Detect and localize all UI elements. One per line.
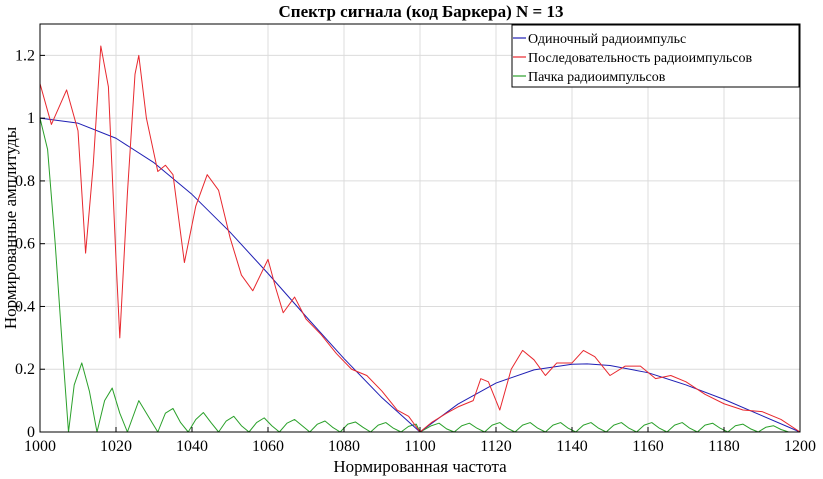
y-tick-label: 0: [27, 424, 35, 441]
legend-entry: Одиночный радиоимпульс: [528, 32, 686, 47]
series-line-3: [39, 118, 800, 433]
x-tick-label: 1040: [176, 438, 208, 455]
legend-entry: Пачка радиоимпульсов: [528, 70, 666, 85]
y-tick-label: 0.4: [15, 298, 35, 315]
x-tick-label: 1160: [632, 438, 663, 455]
x-tick-label: 1000: [24, 438, 56, 455]
y-tick-labels: 0 0.2 0.4 0.6 0.8 1 1.2: [15, 47, 45, 441]
chart-title: Спектр сигнала (код Баркера) N = 13: [279, 2, 564, 21]
x-tick-label: 1060: [252, 438, 284, 455]
series-group: [39, 45, 801, 433]
x-tick-label: 1020: [100, 438, 132, 455]
legend-entry: Последовательность радиоимпульсов: [528, 51, 752, 66]
x-axis-label: Нормированная частота: [333, 457, 507, 476]
series-line-2: [39, 45, 801, 433]
x-tick-label: 1200: [784, 438, 816, 455]
y-tick-label: 0.8: [15, 173, 35, 190]
y-tick-label: 1: [27, 110, 35, 127]
x-tick-label: 1180: [708, 438, 739, 455]
legend-box: [511, 24, 800, 88]
x-tick-label: 1100: [404, 438, 435, 455]
x-tick-labels: 1000 1020 1040 1060 1080 1100 1120 1140 1160 1180…: [24, 427, 816, 455]
grid-lines: [40, 24, 800, 432]
y-axis-label: Нормированные амплитуды: [1, 126, 20, 329]
x-tick-label: 1080: [328, 438, 360, 455]
x-tick-label: 1140: [556, 438, 587, 455]
y-tick-label: 0.6: [15, 236, 35, 253]
legend: Одиночный радиоимпульс Последовательность…: [511, 24, 800, 88]
y-tick-label: 0.2: [15, 361, 35, 378]
y-tick-label: 1.2: [15, 47, 35, 64]
x-tick-label: 1120: [480, 438, 511, 455]
